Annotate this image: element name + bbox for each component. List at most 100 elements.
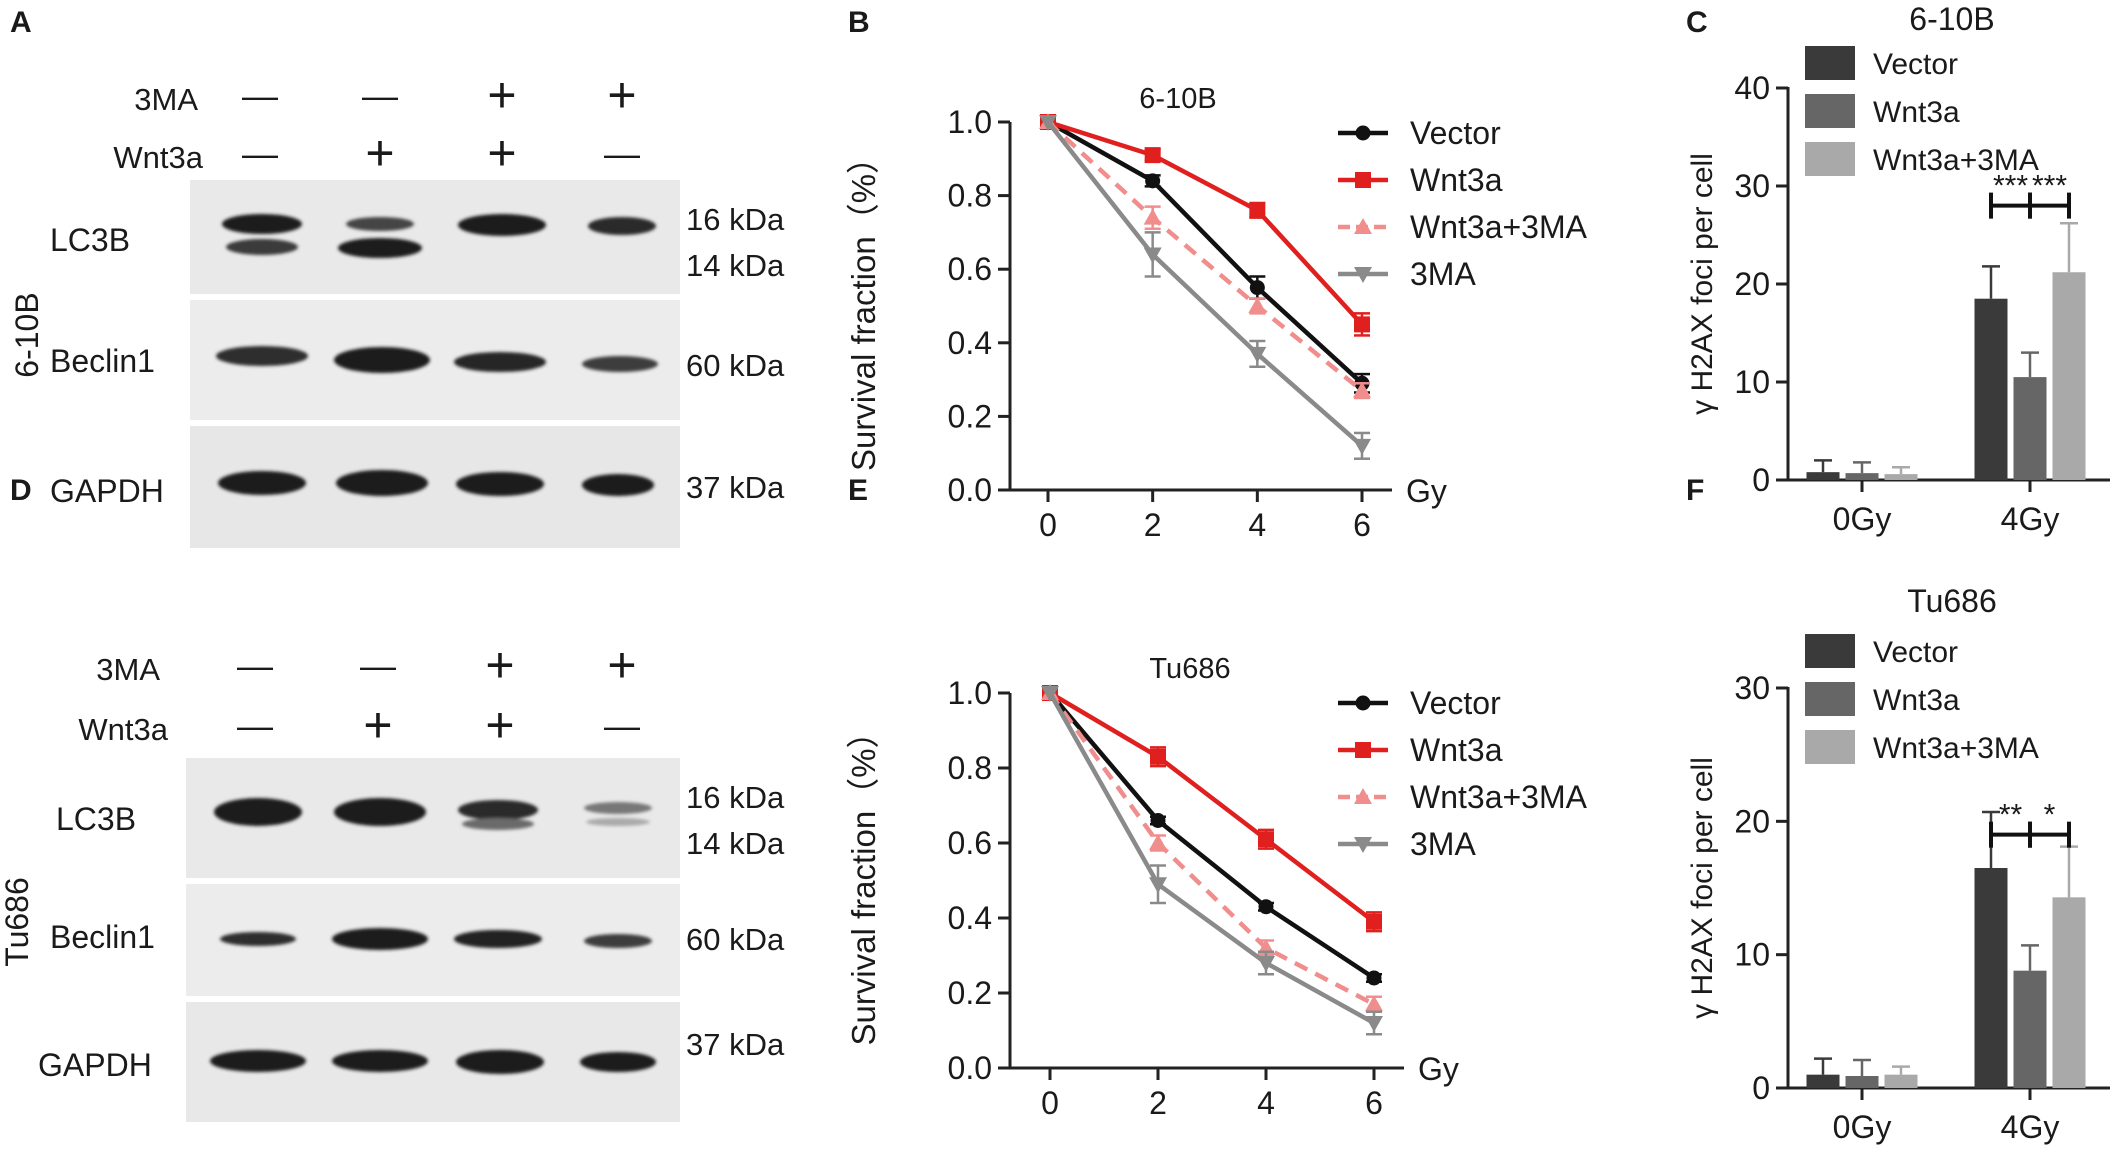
treatment-label-wnt3a: Wnt3a <box>78 712 168 747</box>
bar <box>2013 970 2047 1088</box>
chart-title: 6-10B <box>1909 1 1994 37</box>
y-tick-label: 0 <box>1752 462 1770 498</box>
bar <box>2052 272 2086 480</box>
blot-band <box>214 798 302 826</box>
sign: + <box>487 67 516 123</box>
y-tick-label: 10 <box>1734 364 1770 400</box>
sign: + <box>607 67 636 123</box>
blot-band <box>582 356 658 372</box>
data-point <box>1366 970 1382 986</box>
data-point <box>1354 218 1372 234</box>
kda-label: 37 kDa <box>686 470 785 505</box>
y-axis-title: Survival fraction（%） <box>845 141 882 471</box>
data-point <box>1354 788 1372 804</box>
sign: — <box>362 75 398 116</box>
blot-band <box>334 798 426 826</box>
series-line <box>1046 120 1364 448</box>
x-tick-label: 2 <box>1144 507 1162 543</box>
data-point <box>1041 686 1059 702</box>
x-tick-label: 4Gy <box>2001 501 2060 537</box>
kda-label: 16 kDa <box>686 202 785 237</box>
series-line <box>1048 691 1376 924</box>
y-tick-label: 20 <box>1734 803 1770 839</box>
series-line <box>1048 691 1376 980</box>
x-tick-label: 0 <box>1039 507 1057 543</box>
blot-band <box>338 238 422 258</box>
data-point <box>1355 695 1371 711</box>
sign: + <box>365 125 394 181</box>
data-point <box>1257 956 1275 972</box>
series-line <box>1046 120 1364 393</box>
y-tick-label: 20 <box>1734 266 1770 302</box>
bar <box>1884 474 1918 480</box>
data-point <box>1355 125 1371 141</box>
blot-band <box>210 1050 306 1072</box>
y-tick-label: 0.6 <box>948 825 992 861</box>
x-tick-label: 6 <box>1365 1085 1383 1121</box>
blot-band <box>454 930 542 948</box>
blot-band <box>584 802 652 814</box>
data-point <box>1150 813 1166 828</box>
series-line <box>1048 691 1376 1007</box>
cell-line-label: 6-10B <box>9 292 45 377</box>
legend-label: Vector <box>1873 48 1958 81</box>
treatment-label-3ma: 3MA <box>96 652 160 687</box>
blot-strip-lc3b <box>190 180 680 294</box>
legend-label: Vector <box>1873 636 1958 669</box>
x-tick-label: 0Gy <box>1833 1109 1892 1145</box>
panel-label-d: D <box>10 474 32 507</box>
legend-label: 3MA <box>1410 256 1476 292</box>
western-blot-tu686: Tu686 3MA Wnt3a — — + + — + + — L <box>0 637 785 1122</box>
data-point <box>1354 837 1372 853</box>
blot-row-label-gapdh: GAPDH <box>38 1047 152 1083</box>
blot-band <box>582 474 654 496</box>
x-axis-title: Gy <box>1418 1051 1459 1087</box>
data-point <box>1145 173 1161 189</box>
survival-chart-tu686: 0.0 0.2 0.4 0.6 0.8 1.0 0 2 4 6 Gy Survival fractio… <box>845 653 1588 1121</box>
chart-title: Tu686 <box>1907 583 1997 619</box>
sign: — <box>604 133 640 174</box>
blot-row-label-gapdh: GAPDH <box>50 473 164 509</box>
legend-label: Wnt3a+3MA <box>1873 732 2039 765</box>
data-point <box>1150 748 1166 765</box>
y-tick-label: 0.2 <box>948 398 992 434</box>
data-point <box>1354 267 1372 283</box>
y-tick-label: 0 <box>1752 1070 1770 1106</box>
data-point <box>1366 913 1382 930</box>
bar <box>1806 1074 1840 1088</box>
y-tick-label: 1.0 <box>948 104 992 140</box>
sign: + <box>487 125 516 181</box>
y-tick-label: 0.0 <box>948 1050 992 1086</box>
x-tick-label: 2 <box>1149 1085 1167 1121</box>
blot-band <box>346 217 414 231</box>
blot-band <box>332 1050 428 1072</box>
data-point <box>1249 280 1265 296</box>
data-point <box>1039 115 1057 131</box>
sign: — <box>242 75 278 116</box>
kda-label: 60 kDa <box>686 348 785 383</box>
legend-label: Wnt3a <box>1410 732 1503 768</box>
blot-band <box>586 818 650 826</box>
data-point <box>1353 381 1371 398</box>
data-point <box>1353 438 1371 455</box>
x-tick-label: 4 <box>1248 507 1266 543</box>
series-line <box>1046 120 1364 385</box>
treatment-label-3ma: 3MA <box>134 82 198 117</box>
treatment-label-wnt3a: Wnt3a <box>113 140 203 175</box>
cell-line-label: Tu686 <box>0 877 35 967</box>
sign: — <box>237 705 273 746</box>
blot-row-label-beclin1: Beclin1 <box>50 919 155 955</box>
sign: + <box>485 697 514 753</box>
blot-band <box>462 818 534 830</box>
panel-label-b: B <box>848 6 870 39</box>
data-point <box>1354 316 1370 333</box>
data-point <box>1144 147 1161 164</box>
panel-label-a: A <box>10 6 32 39</box>
y-tick-label: 1.0 <box>948 675 992 711</box>
bar <box>1974 868 2008 1088</box>
blot-band <box>334 347 430 373</box>
blot-band <box>332 928 428 950</box>
bar <box>1884 1074 1918 1088</box>
